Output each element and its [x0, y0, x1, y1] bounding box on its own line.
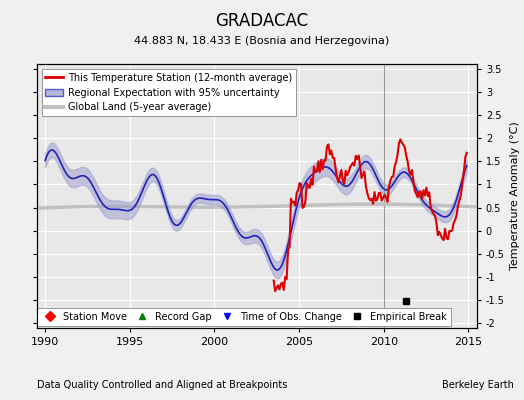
- Text: 44.883 N, 18.433 E (Bosnia and Herzegovina): 44.883 N, 18.433 E (Bosnia and Herzegovi…: [134, 36, 390, 46]
- Text: GRADACAC: GRADACAC: [215, 12, 309, 30]
- Text: Data Quality Controlled and Aligned at Breakpoints: Data Quality Controlled and Aligned at B…: [37, 380, 287, 390]
- Y-axis label: Temperature Anomaly (°C): Temperature Anomaly (°C): [510, 122, 520, 270]
- Text: Berkeley Earth: Berkeley Earth: [442, 380, 514, 390]
- Legend: Station Move, Record Gap, Time of Obs. Change, Empirical Break: Station Move, Record Gap, Time of Obs. C…: [37, 308, 451, 326]
